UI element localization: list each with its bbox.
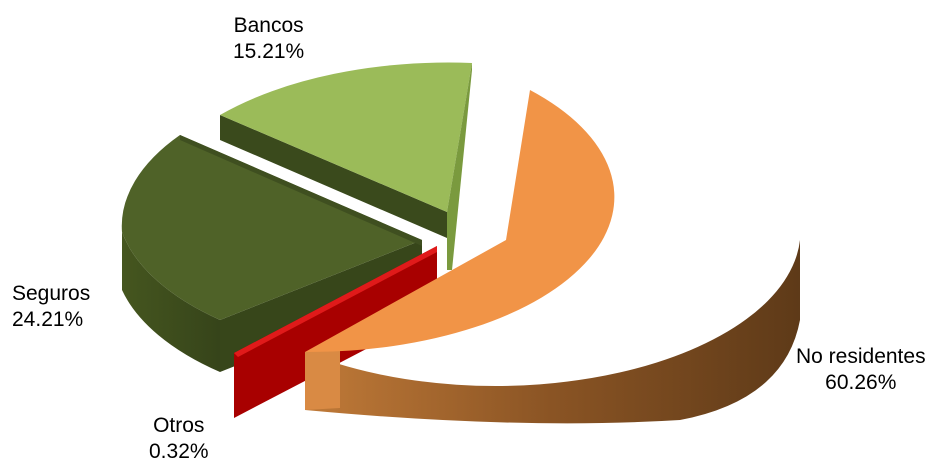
pie-slice-otros-side	[234, 246, 437, 418]
pie-slice-bancos	[220, 62, 472, 270]
pie-slice-otros	[234, 246, 437, 418]
label-seguros-value: 24.21%	[12, 308, 84, 331]
label-bancos-name: Bancos	[233, 14, 304, 37]
pie-slice-no-residentes-top	[305, 90, 615, 353]
pie-slice-no-residentes-side	[305, 240, 800, 424]
label-otros-name: Otros	[153, 414, 205, 437]
label-no-residentes: No residentes 60.26%	[796, 344, 926, 396]
pie-slice-seguros-top	[121, 135, 422, 320]
pie-slice-no-residentes-front-face	[305, 350, 340, 410]
label-otros: Otros 0.32%	[149, 413, 209, 465]
label-no-residentes-name: No residentes	[796, 345, 926, 368]
pie-slice-seguros-back-wall	[180, 135, 422, 246]
label-seguros: Seguros 24.21%	[12, 281, 90, 333]
pie-slice-seguros-side	[122, 232, 220, 372]
pie-slice-bancos-top	[220, 62, 472, 213]
pie-slice-seguros	[121, 135, 422, 372]
label-no-residentes-value: 60.26%	[825, 371, 897, 394]
label-seguros-name: Seguros	[12, 282, 91, 305]
pie-slice-bancos-side	[447, 63, 472, 270]
label-bancos-value: 15.21%	[233, 40, 305, 63]
pie-slice-otros-top	[234, 246, 437, 357]
pie-slice-bancos-inner-wall	[220, 115, 447, 238]
label-otros-value: 0.32%	[149, 440, 209, 463]
pie-slice-no-residentes	[305, 90, 800, 424]
label-bancos: Bancos 15.21%	[233, 13, 304, 65]
